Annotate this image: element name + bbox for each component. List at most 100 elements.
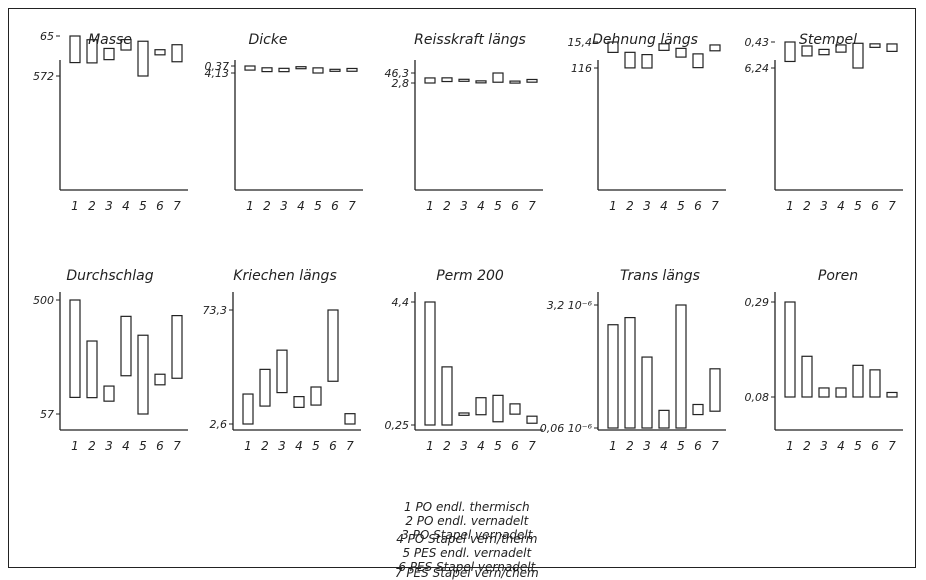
panel-1-bar-6 [154,49,166,56]
panel-4-ytick-top: 116 [571,62,592,75]
panel-2-xtick-7: 7 [348,199,356,213]
panel-5-bar-4 [835,44,847,53]
legend-item-2: 2 PO endl. vernadelt [405,514,529,528]
panel-8-xtick-2: 2 [443,439,451,453]
panel-9-xtick-2: 2 [626,439,634,453]
panel-6-xtick-6: 6 [156,439,164,453]
panel-8-bar-1 [424,301,436,426]
panel-9-title: Trans längs [620,268,700,284]
panel-9-xtick-5: 5 [677,439,685,453]
panel-2-bar-2 [261,67,273,73]
panel-2-title: Dicke [248,32,287,48]
panel-8-bar-4 [475,397,487,416]
panel-4-bar-3 [641,54,653,69]
panel-9-xtick-6: 6 [694,439,702,453]
panel-10-bar-2 [801,355,813,398]
panel-5-xtick-1: 1 [786,199,794,213]
panel-9-bar-4 [658,409,670,429]
panel-10-xtick-6: 6 [871,439,879,453]
panel-10-bar-6 [869,369,881,398]
panel-9-xtick-3: 3 [643,439,651,453]
panel-1-xtick-4: 4 [122,199,130,213]
panel-8-ytick-top: 4,4 [392,296,410,309]
panel-7-bar-6 [327,309,339,382]
panel-8-bar-3 [458,412,470,416]
legend-item-4: 4 PO Stapel vern/therm [396,532,538,546]
panel-2-xtick-3: 3 [280,199,288,213]
panel-3-bar-4 [475,80,487,84]
panel-3-bar-5 [492,72,504,83]
panel-1-xtick-3: 3 [105,199,113,213]
panel-10-bar-3 [818,387,830,398]
panel-4-bar-1 [607,41,619,53]
panel-3-ytick-top: 46,3 [385,67,410,80]
panel-6-xtick-5: 5 [139,439,147,453]
panel-1-ytick-bottom: 65 [40,30,54,43]
panel-5-bar-2 [801,45,813,57]
panel-10-bar-1 [784,301,796,398]
panel-3-xtick-1: 1 [426,199,434,213]
panel-9-xtick-1: 1 [609,439,617,453]
panel-5-ytick-top: 6,24 [745,62,770,75]
panel-4-xtick-5: 5 [677,199,685,213]
panel-6-bar-1 [69,299,81,398]
panel-1-bar-3 [103,47,115,61]
panel-5-xtick-4: 4 [837,199,845,213]
panel-6-xtick-2: 2 [88,439,96,453]
panel-4-xtick-7: 7 [711,199,719,213]
panel-3-bar-1 [424,77,436,84]
panel-5-bar-5 [852,42,864,69]
legend-row-3: 7 PES Stapel vern/chem [0,552,926,580]
panel-1-xtick-1: 1 [71,199,79,213]
panel-3-xtick-5: 5 [494,199,502,213]
panel-5-bar-1 [784,41,796,63]
panel-6-title: Durchschlag [66,268,153,284]
panel-2-xtick-1: 1 [246,199,254,213]
panel-4-bar-5 [675,47,687,58]
legend-item-5: 5 PES endl. vernadelt [402,546,532,560]
panel-4-xtick-3: 3 [643,199,651,213]
panel-10-ytick-bottom: 0,08 [745,391,770,404]
panel-3-bar-6 [509,80,521,84]
panel-2-bar-3 [278,67,290,73]
panel-7-bar-5 [310,386,322,406]
panel-5-title: Stempel [799,32,857,48]
panel-6-xtick-4: 4 [122,439,130,453]
panel-4-xtick-1: 1 [609,199,617,213]
panel-10-xtick-4: 4 [837,439,845,453]
panel-10-xtick-1: 1 [786,439,794,453]
panel-7-bar-2 [259,368,271,407]
panel-3-title: Reisskraft längs [414,32,526,48]
panel-1-bar-4 [120,39,132,51]
panel-8-title: Perm 200 [436,268,504,284]
panel-2-xtick-6: 6 [331,199,339,213]
legend-row-2: 4 PO Stapel vern/therm 5 PES endl. verna… [0,518,926,574]
panel-3-bar-3 [458,78,470,82]
panel-7-ytick-bottom: 2,6 [210,418,228,431]
panel-2-xtick-4: 4 [297,199,305,213]
panel-10-ytick-top: 0,29 [745,296,770,309]
panel-2-bar-1 [244,65,256,71]
panel-5-bar-6 [869,43,881,48]
panel-4-bar-4 [658,43,670,51]
legend-item-6: 6 PES Stapel vernadelt [398,560,536,574]
panel-9-bar-7 [709,368,721,412]
panel-7-xtick-4: 4 [295,439,303,453]
panel-1-xtick-5: 5 [139,199,147,213]
panel-7-bar-1 [242,393,254,425]
panel-8-xtick-1: 1 [426,439,434,453]
panel-1-bar-2 [86,39,98,64]
panel-1-xtick-6: 6 [156,199,164,213]
panel-8-bar-7 [526,415,538,424]
panel-4-xtick-6: 6 [694,199,702,213]
panel-6-ytick-top: 500 [33,294,54,307]
panel-8-xtick-6: 6 [511,439,519,453]
panel-4-bar-6 [692,53,704,69]
panel-2-xtick-2: 2 [263,199,271,213]
panel-3-xtick-3: 3 [460,199,468,213]
panel-9-bar-1 [607,324,619,429]
legend-row-1: 1 PO endl. thermisch 2 PO endl. vernadel… [0,486,926,542]
panel-6-xtick-1: 1 [71,439,79,453]
panel-10-xtick-2: 2 [803,439,811,453]
